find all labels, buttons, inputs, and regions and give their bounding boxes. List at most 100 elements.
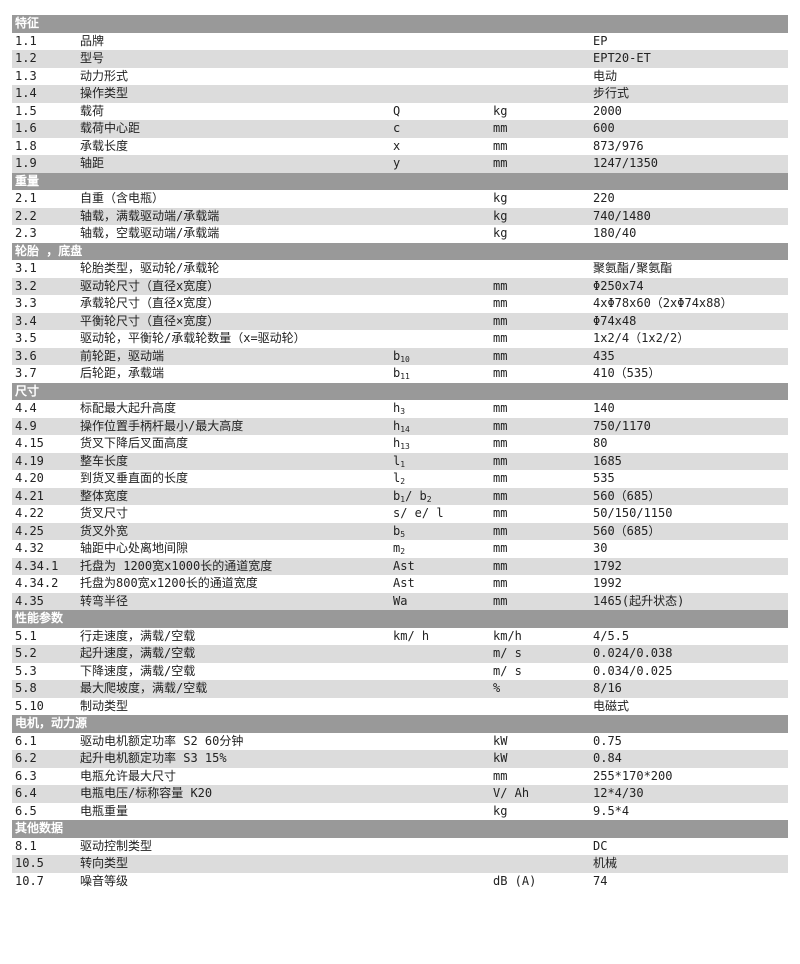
item-number: 1.5 (15, 103, 37, 118)
item-unit: kW (493, 751, 508, 765)
item-value: 0.024/0.038 (593, 646, 673, 660)
item-number: 1.8 (15, 138, 37, 153)
item-symbol: b11 (393, 365, 410, 383)
table-row: 5.8 最大爬坡度，满载/空载% 8/16 (12, 680, 788, 698)
item-symbol: c (393, 120, 400, 138)
table-row: 4.32 轴距中心处离地间隙 m2 mm 30 (12, 540, 788, 558)
item-symbol: s/ e/ l (393, 505, 444, 523)
item-unit: mm (493, 768, 508, 783)
item-number: 5.8 (15, 681, 37, 695)
item-name: 起升速度，满载/空载 (80, 646, 196, 660)
table-row: 4.25 货叉外宽 b5 mm 560（685） (12, 522, 788, 541)
item-symbol: Q (393, 103, 400, 121)
item-number: 1.1 (15, 33, 37, 48)
item-name: 载荷 (80, 103, 105, 118)
table-row: 8.1 驱动控制类型 DC (12, 838, 788, 856)
item-unit: dB (A) (493, 873, 537, 888)
item-name: 货叉下降后叉面高度 (80, 436, 189, 450)
item-name: 电瓶电压/标称容量 K20 (80, 786, 213, 800)
table-row: 4.34.2 托盘为800宽x1200长的通道宽度 Ast mm 1992 (12, 575, 788, 593)
item-number: 4.21 (15, 488, 44, 503)
symbol-subscript: 3 (400, 407, 406, 416)
item-value: 1x2/4（1x2/2） (593, 331, 690, 345)
item-number: 4.4 (15, 401, 37, 415)
table-row: 1.2 型号 EPT20-ET (12, 50, 788, 68)
table-row: 4.9 操作位置手柄杆最小/最大高度 h14 mm 750/1170 (12, 417, 788, 436)
section-header: 轮胎 ，底盘 (12, 242, 788, 260)
item-number: 4.32 (15, 541, 44, 555)
item-name: 制动类型 (80, 698, 129, 713)
table-row: 1.6 载荷中心距 c mm 600 (12, 120, 788, 138)
item-value: 0.034/0.025 (593, 663, 673, 678)
item-number: 1.4 (15, 86, 37, 100)
item-value: 180/40 (593, 226, 637, 240)
item-value: 435 (593, 348, 615, 363)
item-number: 5.2 (15, 646, 37, 660)
item-unit: mm (493, 418, 508, 433)
item-value: 聚氨酯/聚氨酯 (593, 261, 673, 275)
item-unit: mm (493, 541, 508, 555)
item-name: 电瓶重量 (80, 803, 129, 818)
symbol-subscript: 2 (426, 494, 432, 504)
item-unit: mm (493, 576, 508, 590)
item-name: 转向类型 (80, 856, 129, 870)
item-name: 到货叉垂直面的长度 (80, 471, 189, 485)
item-value: 30 (593, 541, 608, 555)
item-value: 9.5*4 (593, 803, 630, 818)
item-name: 轮胎类型，驱动轮/承载轮 (80, 261, 220, 275)
item-number: 6.5 (15, 803, 37, 818)
item-number: 5.1 (15, 628, 37, 643)
item-value: 560（685） (593, 523, 661, 538)
symbol-base: y (393, 156, 401, 170)
item-name: 标配最大起升高度 (80, 401, 177, 415)
section-header: 尺寸 (12, 382, 788, 400)
section-header: 重量 (12, 172, 788, 190)
table-row: 1.3 动力形式 电动 (12, 68, 788, 86)
item-value: 50/150/1150 (593, 506, 673, 520)
item-name: 轴载，满载驱动端/承载端 (80, 208, 220, 223)
item-name: 驱动电机额定功率 S2 60分钟 (80, 733, 244, 748)
item-number: 2.1 (15, 191, 37, 205)
item-number: 2.3 (15, 226, 37, 240)
symbol-subscript: 1 (400, 494, 406, 504)
symbol-subscript: 5 (400, 529, 406, 539)
item-symbol: y (393, 155, 400, 173)
item-unit: kg (493, 191, 508, 205)
item-symbol: h14 (393, 418, 410, 436)
item-name: 前轮距，驱动端 (80, 348, 165, 363)
table-row: 6.3 电瓶允许最大尺寸 mm 255*170*200 (12, 768, 788, 786)
spec-table: 特征 1.1 品牌 EP 1.2 型号 EPT20-ET 1.3 动力形式 电动 1.4 操作类型 步行… (12, 15, 788, 890)
symbol-subscript: 2 (400, 477, 406, 486)
item-name: 行走速度，满载/空载 (80, 628, 196, 643)
item-unit: mm (493, 471, 508, 485)
item-value: 1465(起升状态) (593, 593, 685, 608)
item-symbol: b5 (393, 523, 405, 541)
item-value: 0.75 (593, 733, 622, 748)
item-number: 1.9 (15, 156, 37, 170)
item-name: 品牌 (80, 33, 105, 48)
table-row: 6.5 电瓶重量 kg 9.5*4 (12, 803, 788, 821)
item-number: 4.34.2 (15, 576, 59, 590)
item-number: 2.2 (15, 208, 37, 223)
symbol-base: h (393, 436, 401, 450)
item-number: 1.2 (15, 51, 37, 65)
item-symbol: l2 (393, 470, 405, 488)
table-row: 1.8 承载长度 x mm 873/976 (12, 138, 788, 156)
item-number: 3.2 (15, 278, 37, 293)
item-value: 80 (593, 436, 608, 450)
item-unit: mm (493, 436, 508, 450)
item-value: 410（535） (593, 366, 661, 380)
item-name: 承载轮尺寸（直径x宽度） (80, 296, 220, 310)
symbol-base: b (393, 523, 401, 538)
item-value: 740/1480 (593, 208, 651, 223)
item-name: 起升电机额定功率 S3 15% (80, 751, 227, 765)
table-row: 6.2 起升电机额定功率 S3 15% kW 0.84 (12, 750, 788, 768)
item-name: 电瓶允许最大尺寸 (80, 768, 177, 783)
item-number: 4.19 (15, 453, 44, 468)
table-row: 5.10 制动类型 电磁式 (12, 698, 788, 716)
item-symbol: b1/ b2 (393, 488, 432, 506)
item-symbol: Wa (393, 593, 407, 611)
item-unit: kW (493, 733, 508, 748)
section-header: 性能参数 (12, 610, 788, 628)
item-value: 0.84 (593, 751, 622, 765)
